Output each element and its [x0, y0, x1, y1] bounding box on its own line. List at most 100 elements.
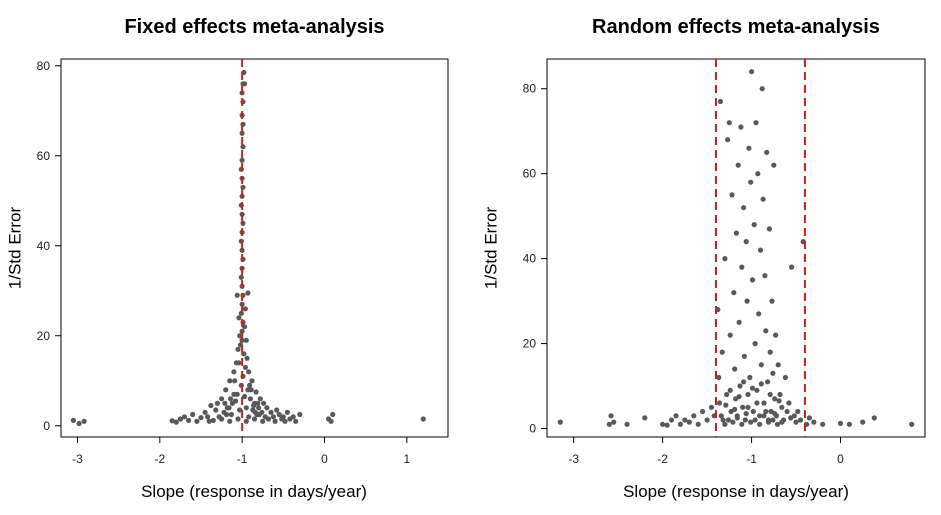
y-axis-label: 1/Std Error: [481, 207, 500, 290]
data-point: [76, 420, 82, 427]
data-point: [733, 230, 739, 236]
data-point: [806, 415, 812, 421]
data-point: [293, 418, 299, 424]
data-point: [239, 328, 245, 334]
data-point: [237, 407, 243, 413]
data-point: [249, 378, 255, 384]
data-point: [274, 407, 280, 413]
data-point: [642, 415, 648, 421]
data-point: [234, 292, 240, 298]
data-point: [210, 417, 216, 423]
data-point: [223, 411, 230, 418]
data-point: [743, 411, 749, 417]
data-point: [765, 379, 771, 385]
data-point: [205, 414, 211, 420]
data-point: [246, 369, 252, 375]
data-point: [186, 417, 192, 423]
data-point: [682, 417, 688, 423]
data-point: [232, 378, 238, 384]
data-point: [758, 362, 764, 368]
data-point: [242, 393, 248, 400]
data-point: [770, 417, 776, 423]
data-point: [761, 400, 767, 406]
data-point: [765, 419, 772, 425]
data-point: [227, 418, 233, 424]
data-point: [730, 419, 736, 425]
data-point: [719, 349, 725, 355]
data-point: [748, 179, 754, 185]
data-point: [264, 405, 270, 411]
data-point: [282, 418, 288, 424]
data-point: [738, 124, 744, 130]
data-point: [238, 274, 244, 280]
x-tick-label: 0: [321, 452, 328, 466]
data-point: [606, 421, 612, 427]
data-point: [239, 130, 245, 136]
data-point: [240, 184, 246, 190]
data-point: [70, 417, 76, 423]
data-point: [763, 408, 769, 415]
data-point: [786, 400, 792, 406]
data-point: [251, 416, 258, 422]
data-point: [757, 413, 763, 419]
data-point: [243, 405, 249, 411]
data-point: [764, 149, 770, 155]
data-point: [772, 396, 778, 402]
data-point: [290, 414, 296, 420]
data-point: [246, 414, 252, 420]
data-point: [784, 408, 790, 415]
data-point: [749, 69, 755, 75]
data-point: [722, 256, 728, 262]
data-point: [235, 416, 241, 422]
data-point: [846, 421, 852, 427]
random-effects-plot: -3 -2 -1 0 0 20 40 60 80 Slope (response in days/…: [481, 58, 926, 501]
data-point: [746, 145, 752, 151]
data-point: [206, 418, 212, 424]
data-point: [226, 405, 232, 411]
data-point: [909, 421, 915, 427]
data-point: [737, 383, 743, 389]
data-point: [718, 413, 724, 419]
data-point: [779, 419, 785, 425]
data-point: [177, 416, 183, 422]
data-point: [795, 408, 801, 415]
data-point: [668, 417, 675, 423]
data-point: [734, 415, 740, 421]
data-point: [774, 421, 780, 427]
data-point: [173, 419, 179, 425]
data-point: [261, 400, 267, 406]
data-point: [726, 120, 732, 126]
data-point: [251, 402, 257, 409]
data-point: [700, 408, 706, 415]
data-point: [660, 421, 666, 427]
data-point: [265, 416, 272, 422]
data-point: [772, 411, 778, 417]
data-point: [797, 417, 804, 423]
data-point: [248, 387, 254, 393]
data-point: [222, 400, 228, 406]
data-point: [741, 353, 747, 359]
y-tick-label: 0: [43, 419, 50, 433]
data-point: [190, 411, 196, 418]
data-point: [228, 411, 234, 418]
data-point: [743, 239, 749, 245]
data-point: [213, 407, 219, 413]
y-tick-label: 20: [37, 329, 51, 343]
data-point: [228, 396, 234, 402]
data-point: [239, 211, 245, 217]
data-point: [763, 328, 769, 334]
data-point: [745, 391, 751, 398]
x-tick-label: -2: [154, 452, 165, 466]
data-point: [735, 162, 741, 168]
y-tick-label: 80: [37, 59, 51, 73]
data-point: [237, 333, 243, 339]
data-point: [208, 402, 214, 409]
data-point: [255, 400, 261, 406]
data-point: [736, 319, 742, 325]
data-point: [755, 171, 761, 177]
data-point: [745, 404, 751, 410]
data-point: [769, 298, 775, 304]
x-tick-label: -1: [237, 452, 248, 466]
data-point: [181, 414, 188, 420]
